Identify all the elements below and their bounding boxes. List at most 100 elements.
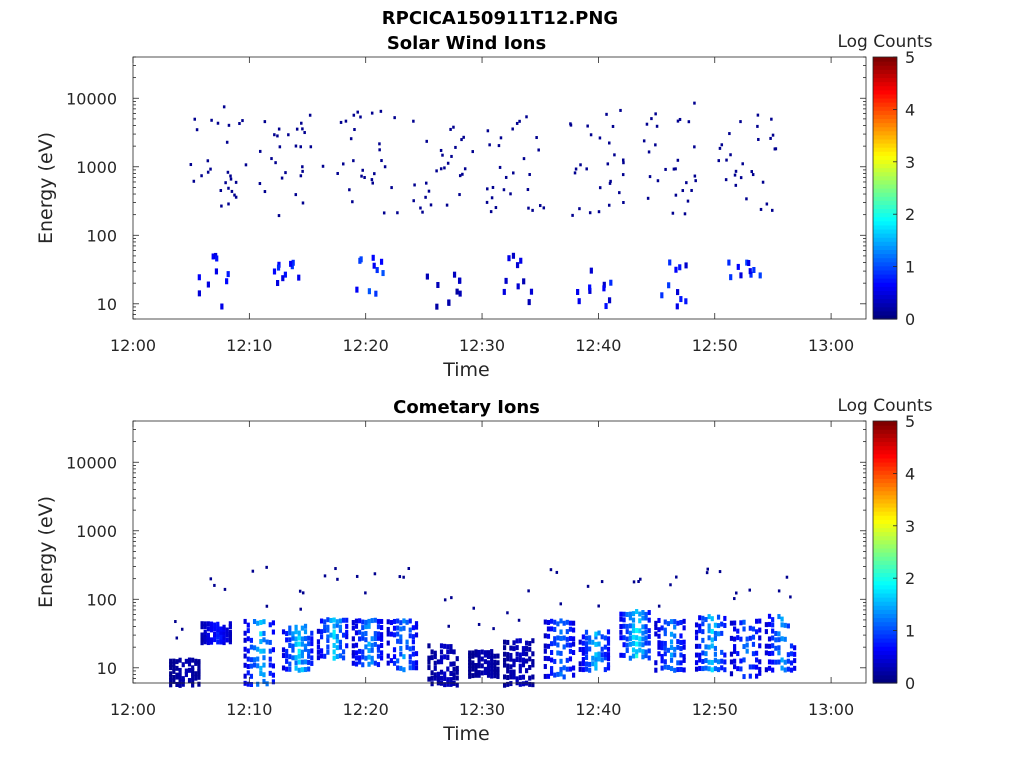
data-cell [408, 654, 412, 660]
data-cell [458, 193, 461, 197]
data-cell [181, 676, 185, 682]
colorbar-segment [873, 224, 897, 230]
colorbar-segment [873, 617, 897, 623]
data-cell [474, 669, 478, 675]
colorbar-tick-label: 5 [905, 48, 915, 67]
colorbar-segment [873, 151, 897, 156]
data-cell [515, 645, 519, 651]
data-cell [402, 667, 406, 673]
data-cell [361, 619, 365, 625]
colorbar-segment [873, 547, 897, 553]
data-cell [780, 665, 784, 671]
data-cell [549, 626, 554, 632]
data-cell [405, 644, 409, 650]
data-cell [588, 639, 592, 645]
data-cell [256, 681, 260, 687]
data-cell [246, 628, 250, 634]
burst-group [243, 565, 276, 688]
data-cell [303, 667, 308, 673]
data-cell [720, 621, 724, 627]
data-cell [528, 173, 531, 177]
data-cell [349, 137, 353, 141]
data-cell [588, 646, 592, 652]
data-cell [755, 664, 759, 670]
data-cell [307, 648, 311, 654]
data-cell [655, 124, 659, 128]
data-cell [710, 659, 714, 665]
data-cell [187, 657, 192, 663]
data-cell [243, 646, 247, 652]
data-cell [175, 636, 179, 640]
x-tick-label: 12:50 [692, 700, 738, 719]
x-tick-label: 12:30 [459, 700, 505, 719]
data-cell [758, 659, 762, 665]
colorbar-segment [873, 188, 897, 193]
data-cell [468, 673, 472, 679]
data-cell [396, 638, 400, 644]
data-cell [291, 631, 295, 637]
data-cell [716, 614, 721, 620]
data-cell [405, 619, 409, 625]
data-cell [370, 655, 374, 661]
data-cell [647, 655, 651, 661]
data-cell [323, 628, 327, 634]
data-cell [701, 650, 705, 656]
data-cell [373, 572, 377, 576]
data-cell [263, 190, 267, 194]
data-cell [425, 139, 428, 143]
data-cell [682, 654, 686, 660]
data-cell [543, 633, 547, 639]
data-cell [594, 634, 598, 640]
data-cell [647, 628, 651, 634]
data-cell [644, 629, 648, 635]
data-cell [597, 641, 601, 647]
data-cell [710, 616, 714, 622]
data-cell [512, 674, 516, 680]
colorbar-segment [873, 576, 897, 582]
data-cell [372, 262, 376, 269]
data-cell [527, 206, 530, 210]
data-cell [641, 654, 645, 660]
data-cell [693, 174, 697, 178]
data-cell [345, 643, 349, 649]
data-cell [249, 663, 254, 669]
data-cell [577, 298, 581, 305]
data-cell [667, 282, 671, 289]
data-cell [413, 183, 416, 187]
data-cell [628, 615, 632, 621]
colorbar-segment [873, 658, 897, 664]
data-cell [698, 643, 702, 649]
data-cell [281, 653, 286, 659]
data-cell [430, 670, 434, 676]
data-cell [521, 662, 526, 668]
data-cell [736, 635, 740, 641]
burst-group [717, 113, 778, 281]
data-cell [713, 645, 718, 651]
data-cell [332, 655, 336, 661]
data-cell [483, 666, 487, 672]
data-cell [172, 665, 176, 671]
y-axis-label: Energy (eV) [35, 496, 57, 608]
data-cell [758, 670, 762, 676]
data-cell [562, 644, 566, 650]
data-cell [486, 187, 489, 191]
data-cell [729, 659, 734, 665]
data-cell [556, 650, 560, 656]
data-cell [471, 650, 475, 656]
data-cell [793, 658, 797, 664]
colorbar-tick-label: 3 [905, 517, 915, 536]
data-cell [259, 631, 263, 637]
data-cell [756, 113, 760, 117]
burst-group [336, 109, 399, 297]
data-cell [597, 656, 601, 662]
colorbar-segment [873, 294, 897, 300]
data-cell [673, 633, 677, 639]
y-tick-label: 1000 [76, 522, 117, 541]
data-cell [443, 654, 447, 660]
data-cell [502, 657, 507, 663]
data-cell [435, 303, 439, 310]
data-cell [591, 661, 595, 667]
data-cell [742, 619, 746, 625]
data-cell [234, 195, 238, 199]
data-cell [483, 650, 487, 656]
